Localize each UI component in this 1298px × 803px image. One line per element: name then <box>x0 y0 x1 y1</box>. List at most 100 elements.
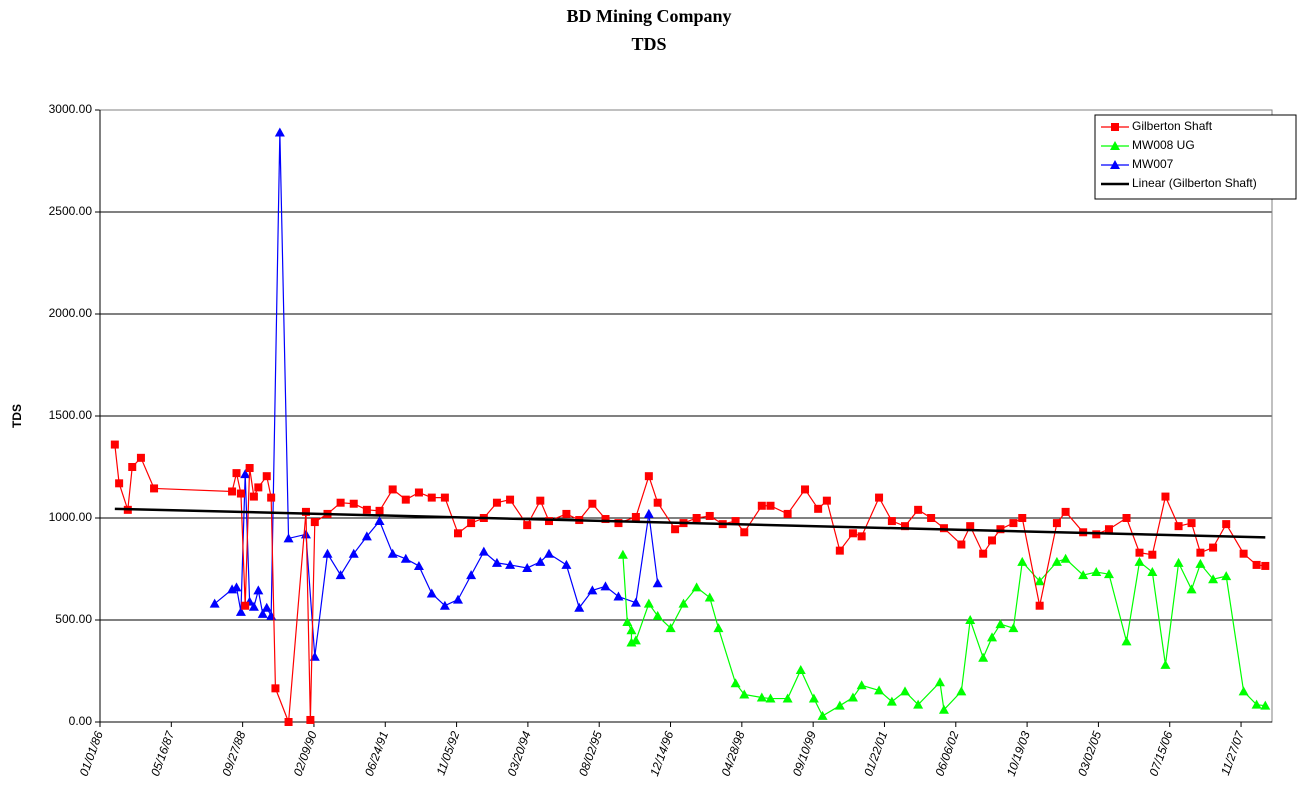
legend-label: Linear (Gilberton Shaft) <box>1132 176 1257 190</box>
data-point <box>1103 569 1114 579</box>
data-point <box>987 632 998 642</box>
data-point <box>1222 520 1231 529</box>
legend-marker <box>1110 160 1120 169</box>
legend-label: Gilberton Shaft <box>1132 119 1213 133</box>
data-point <box>814 504 823 513</box>
data-point <box>1051 556 1062 566</box>
data-point <box>249 492 258 501</box>
data-point <box>766 501 775 510</box>
data-point <box>310 518 319 527</box>
data-point <box>757 501 766 510</box>
y-tick-label: 3000.00 <box>49 102 93 116</box>
data-point <box>1221 571 1232 581</box>
data-point <box>978 652 989 662</box>
legend-label: MW007 <box>1132 157 1174 171</box>
data-point <box>439 600 450 610</box>
data-point <box>387 548 398 558</box>
data-point <box>1187 519 1196 528</box>
data-point <box>322 548 333 558</box>
data-point <box>783 509 792 518</box>
data-point <box>535 556 546 566</box>
data-point <box>248 601 259 611</box>
data-point <box>240 469 251 479</box>
data-point <box>453 594 464 604</box>
data-point <box>349 499 358 508</box>
legend-label: MW008 UG <box>1132 138 1195 152</box>
data-point <box>965 615 976 624</box>
data-point <box>644 472 653 481</box>
data-point <box>236 489 245 498</box>
data-point <box>301 507 310 516</box>
data-point <box>1078 570 1089 580</box>
data-point <box>730 678 741 688</box>
data-point <box>622 617 633 627</box>
data-point <box>128 463 137 471</box>
data-point <box>653 498 662 507</box>
data-point <box>413 560 424 570</box>
data-point <box>630 635 641 645</box>
data-point <box>588 499 597 508</box>
data-point <box>1060 553 1071 563</box>
data-point <box>115 479 124 488</box>
data-point <box>1148 550 1157 559</box>
data-point <box>235 606 246 616</box>
data-point <box>938 704 949 714</box>
chart-subtitle: TDS <box>631 34 666 54</box>
data-point <box>491 557 502 567</box>
data-point <box>587 585 598 595</box>
data-point <box>1239 549 1248 558</box>
data-point <box>1209 543 1218 552</box>
data-point <box>643 508 654 518</box>
data-point <box>110 440 119 449</box>
data-point <box>478 546 489 556</box>
y-axis-label: TDS <box>10 404 24 428</box>
data-point <box>817 710 828 720</box>
data-point <box>336 498 345 507</box>
data-point <box>467 519 476 528</box>
data-point <box>801 485 810 494</box>
data-point <box>887 517 896 526</box>
data-point <box>901 522 910 531</box>
y-tick-label: 1000.00 <box>49 510 93 524</box>
data-point <box>875 493 884 502</box>
data-point <box>232 469 241 478</box>
data-point <box>284 718 293 726</box>
data-point <box>335 570 346 580</box>
data-point <box>1121 636 1132 646</box>
data-point <box>1104 525 1113 534</box>
data-point <box>492 498 501 507</box>
data-point <box>241 601 250 610</box>
data-point <box>136 453 145 462</box>
data-point <box>934 677 945 687</box>
data-point <box>257 608 268 618</box>
data-point <box>427 493 436 502</box>
data-point <box>1160 659 1171 669</box>
data-point <box>262 472 271 481</box>
data-point <box>613 591 624 601</box>
data-point <box>1208 574 1219 584</box>
data-point <box>1052 519 1061 528</box>
data-point <box>536 496 545 505</box>
data-point <box>1261 561 1270 570</box>
data-point <box>306 715 315 724</box>
data-point <box>1135 548 1144 557</box>
legend-marker <box>1111 123 1119 131</box>
data-point <box>254 483 263 492</box>
data-point <box>652 578 663 588</box>
data-point <box>1161 492 1170 501</box>
data-point <box>1018 514 1027 522</box>
y-tick-label: 2000.00 <box>49 306 93 320</box>
data-point <box>414 488 423 497</box>
data-point <box>267 493 276 502</box>
data-point <box>1008 623 1019 633</box>
data-point <box>374 516 385 526</box>
data-point <box>691 582 702 592</box>
data-point <box>1017 556 1028 566</box>
data-point <box>545 517 554 526</box>
data-point <box>1238 686 1249 696</box>
data-point <box>847 692 858 702</box>
data-point <box>1134 556 1145 566</box>
data-point <box>401 495 410 504</box>
data-point <box>348 548 359 558</box>
